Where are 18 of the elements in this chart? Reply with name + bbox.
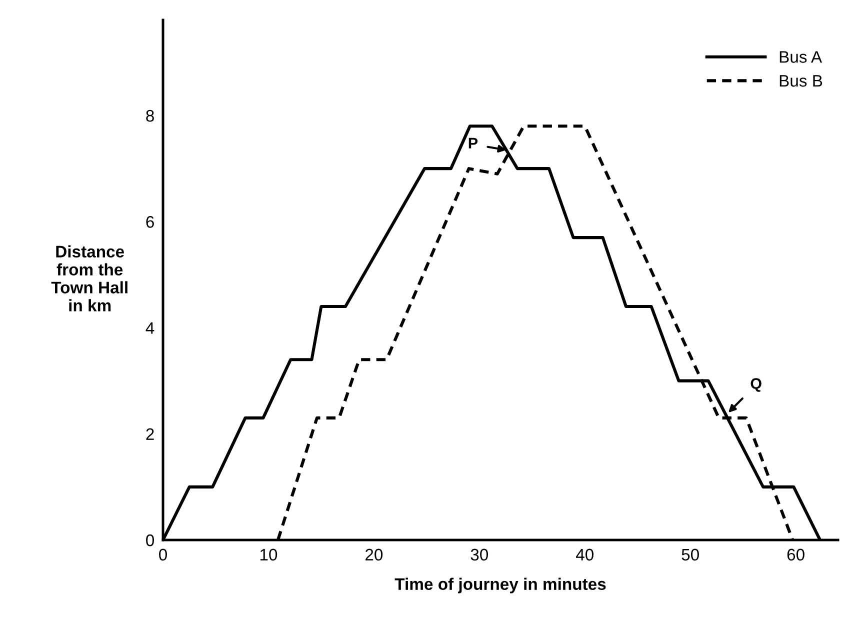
- x-tick-label: 60: [787, 548, 804, 561]
- x-tick-label: 40: [576, 548, 594, 561]
- y-axis-title: Distance from the Town Hall in km: [51, 245, 128, 312]
- x-tick-label: 30: [470, 548, 488, 561]
- y-tick-label: 2: [146, 428, 154, 440]
- y-tick-label: 4: [146, 322, 154, 334]
- x-tick-label: 50: [682, 548, 699, 561]
- x-axis-title: Time of journey in minutes: [394, 578, 606, 594]
- y-tick-label: 8: [146, 110, 154, 122]
- x-tick-label: 0: [159, 548, 167, 561]
- x-tick-label: 20: [366, 548, 383, 561]
- y-tick-label: 0: [146, 534, 154, 546]
- y-tick-label: 6: [146, 216, 154, 228]
- annotation: P: [468, 138, 478, 148]
- x-tick-label: 10: [260, 548, 278, 561]
- legend-label: Bus B: [780, 75, 822, 87]
- annotation: Q: [750, 378, 762, 392]
- legend-label: Bus A: [780, 51, 822, 63]
